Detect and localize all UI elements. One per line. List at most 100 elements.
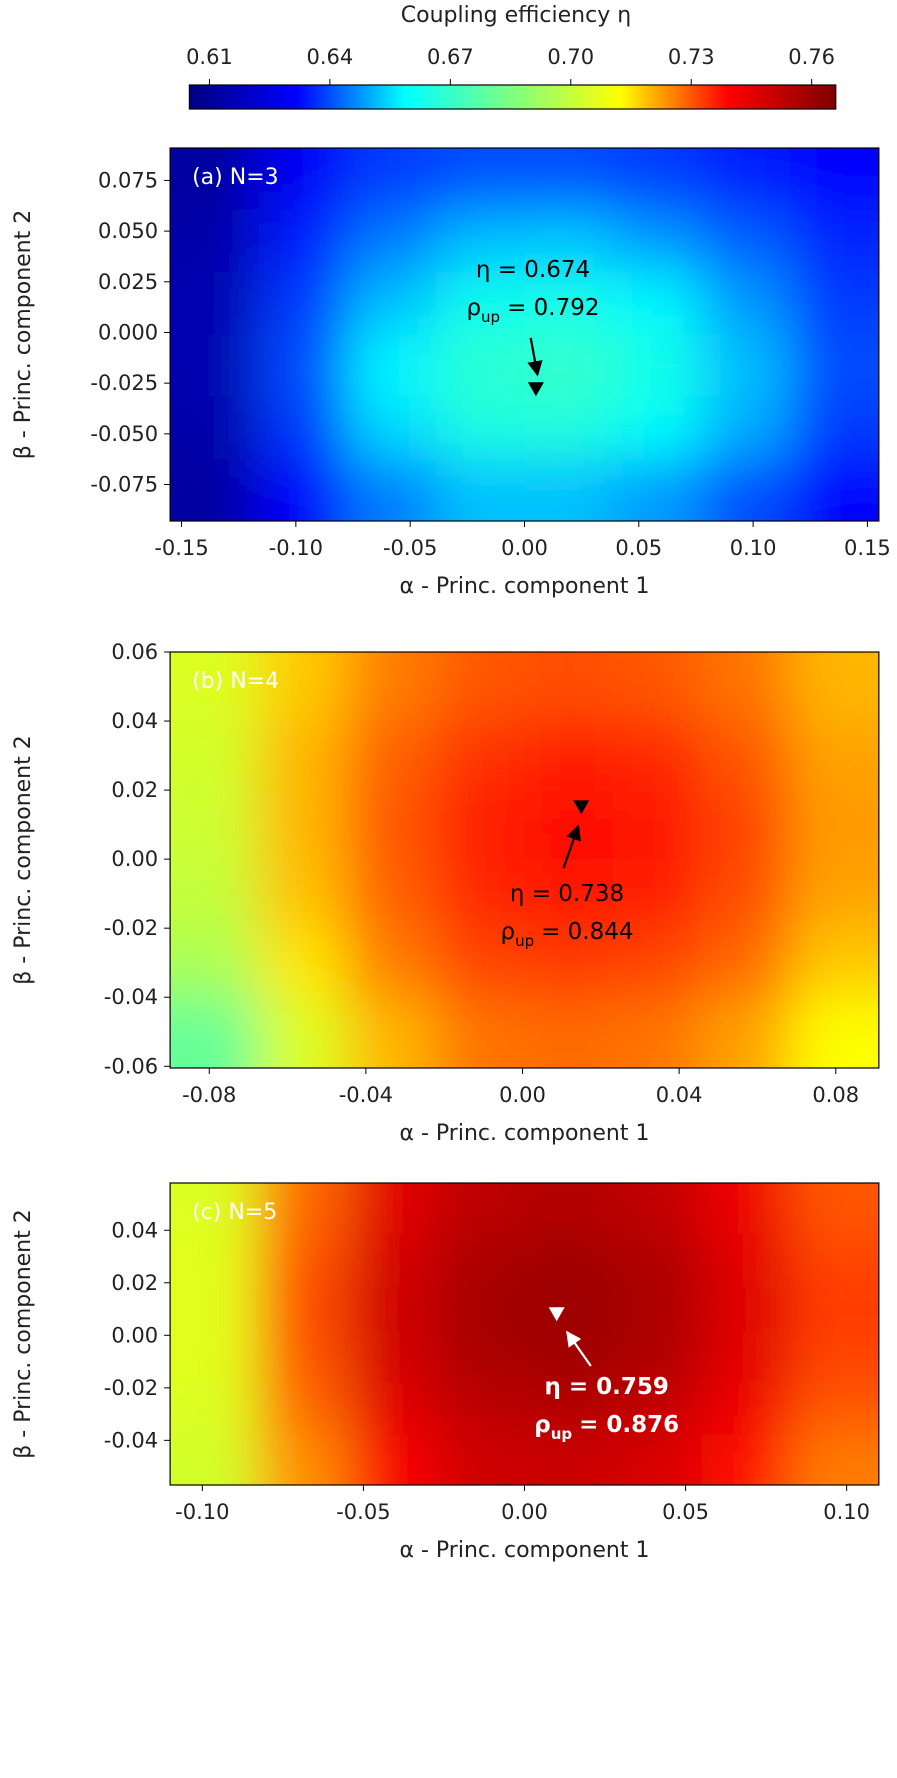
heatmap-cell (524, 998, 614, 1068)
heatmap-cell (435, 1434, 525, 1485)
annotation-rho: ρup = 0.792 (466, 295, 599, 326)
heatmap-cell (347, 1233, 437, 1285)
heatmap-cell (613, 210, 703, 273)
heatmap-cell (524, 148, 614, 211)
heatmap-cell (790, 860, 879, 930)
y-tick-label: 0.075 (98, 168, 158, 192)
heatmap-cell (258, 210, 348, 273)
heatmap-cell (790, 721, 879, 792)
colorbar-tick-label: 0.73 (668, 45, 715, 69)
heatmap-cell (790, 1434, 879, 1485)
annotation-eta: η = 0.738 (510, 881, 624, 907)
heatmap-cell (701, 1183, 791, 1234)
heatmap-cell (613, 272, 703, 335)
y-tick-label: 0.04 (111, 709, 158, 733)
heatmap-cell (347, 458, 437, 521)
y-tick-label: 0.06 (111, 640, 158, 664)
heatmap-cell (701, 210, 791, 273)
heatmap-cell (435, 721, 525, 792)
panel-label: (c) N=5 (192, 1200, 277, 1225)
colorbar (188, 84, 837, 110)
heatmap-cell (258, 1334, 348, 1385)
heatmap-cell (613, 1183, 703, 1234)
x-tick-label: 0.00 (499, 1083, 546, 1107)
heatmap-cell (701, 1233, 791, 1285)
heatmap-cell (701, 721, 791, 792)
x-tick-label: 0.00 (501, 536, 548, 560)
heatmap-cell (435, 1183, 525, 1234)
heatmap-cell (435, 1283, 525, 1335)
heatmap-cell (347, 210, 437, 273)
heatmap-cell (347, 998, 437, 1068)
plot-frame (169, 651, 880, 1069)
heatmap-cell (347, 1434, 437, 1485)
heatmap-cell (258, 396, 348, 460)
heatmap-cell (613, 929, 703, 1000)
heatmap-cell (347, 272, 437, 335)
heatmap-cells (170, 1183, 879, 1485)
heatmap-cell (524, 272, 614, 335)
heatmap-cell (790, 1384, 879, 1436)
y-tick-label: 0.02 (111, 1271, 158, 1295)
heatmap-cell (701, 458, 791, 521)
x-tick-label: -0.05 (336, 1500, 390, 1524)
heatmap-cell (790, 210, 879, 273)
heatmap-cell (701, 1384, 791, 1436)
heatmap-cell (613, 1334, 703, 1385)
heatmap-cell (170, 272, 260, 335)
optimum-marker (548, 1307, 565, 1322)
colorbar-tick-label: 0.61 (186, 45, 233, 69)
heatmap-cell (701, 929, 791, 1000)
annotation-rho-value: = 0.792 (507, 295, 599, 321)
heatmap-cell (790, 1334, 879, 1385)
heatmap-cell (613, 1434, 703, 1485)
heatmap-cell (258, 860, 348, 930)
heatmap-cell (613, 396, 703, 460)
heatmap-cell (613, 1283, 703, 1335)
heatmap-cell (701, 396, 791, 460)
y-tick-label: -0.02 (104, 1376, 158, 1400)
heatmap-cell (258, 998, 348, 1068)
colorbar-label: Coupling efficiency η (401, 3, 631, 28)
annotation-arrow (562, 824, 582, 869)
heatmap-cell (258, 1283, 348, 1335)
annotation-rho-value: = 0.876 (579, 1412, 679, 1438)
heatmap-cell (524, 210, 614, 273)
annotation-rho-value: = 0.844 (541, 919, 633, 945)
heatmap-cell (170, 210, 260, 273)
heatmap-cell (613, 458, 703, 521)
y-tick-label: 0.050 (98, 219, 158, 243)
x-tick-label: -0.10 (269, 536, 323, 560)
heatmap-cell (435, 396, 525, 460)
heatmap-cell (170, 998, 260, 1068)
annotation-rho-sub: up (481, 308, 500, 326)
heatmap-cell (790, 458, 879, 521)
annotation-rho-symbol: ρ (534, 1412, 550, 1438)
heatmap-cell (435, 334, 525, 398)
heatmap-cell (435, 790, 525, 861)
heatmap-cell (258, 790, 348, 861)
x-tick-label: 0.08 (812, 1083, 859, 1107)
heatmap-cell (258, 929, 348, 1000)
colorbar-tick-label: 0.70 (547, 45, 594, 69)
heatmap-cell (524, 1183, 614, 1234)
heatmap-cell (170, 148, 260, 211)
heatmap-cell (790, 652, 879, 722)
heatmap-cell (170, 721, 260, 792)
annotation-arrow (527, 337, 543, 377)
heatmap-cell (170, 652, 260, 722)
y-tick-label: 0.00 (111, 847, 158, 871)
y-tick-label: 0.02 (111, 778, 158, 802)
annotation-rho-symbol: ρ (466, 295, 481, 321)
heatmap-cell (170, 1233, 260, 1285)
colorbar-tick-label: 0.76 (788, 45, 835, 69)
heatmap-cell (435, 1384, 525, 1436)
heatmap-cell (613, 790, 703, 861)
heatmap-cell (435, 458, 525, 521)
panel-label: (b) N=4 (192, 669, 279, 694)
heatmap-cell (258, 272, 348, 335)
heatmap-cell (701, 334, 791, 398)
heatmap-cell (258, 1183, 348, 1234)
heatmap-cells (170, 148, 879, 521)
